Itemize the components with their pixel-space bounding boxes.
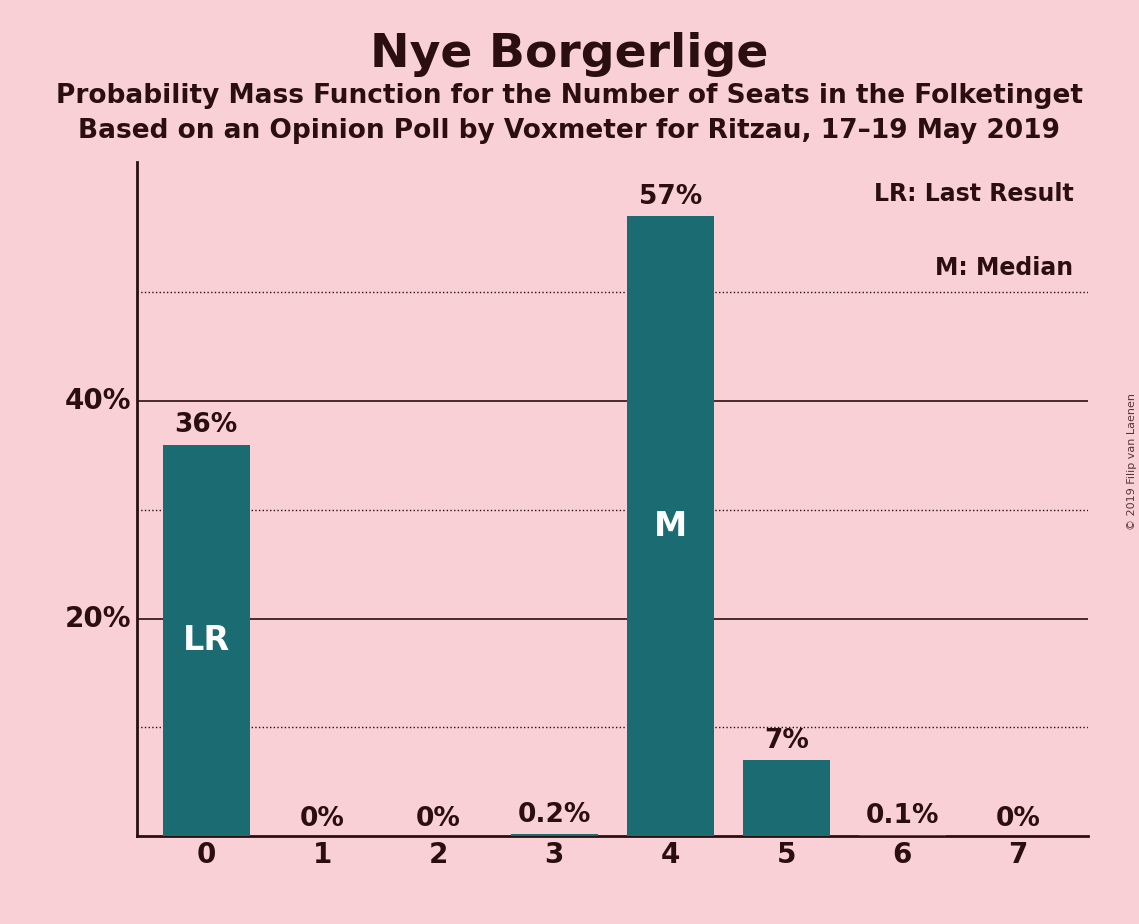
Text: 36%: 36% xyxy=(174,412,238,438)
Bar xyxy=(859,835,945,836)
Text: 0%: 0% xyxy=(300,806,345,832)
Text: Probability Mass Function for the Number of Seats in the Folketinget: Probability Mass Function for the Number… xyxy=(56,83,1083,109)
Bar xyxy=(743,760,829,836)
Text: 20%: 20% xyxy=(65,604,131,633)
Text: 0%: 0% xyxy=(416,806,460,832)
Text: M: Median: M: Median xyxy=(935,256,1073,280)
Text: 40%: 40% xyxy=(65,387,131,415)
Text: © 2019 Filip van Laenen: © 2019 Filip van Laenen xyxy=(1126,394,1137,530)
Text: 0.1%: 0.1% xyxy=(866,803,939,829)
Bar xyxy=(163,444,249,836)
Bar xyxy=(510,834,598,836)
Text: 0%: 0% xyxy=(995,806,1041,832)
Text: Nye Borgerlige: Nye Borgerlige xyxy=(370,32,769,78)
Bar xyxy=(626,216,714,836)
Text: 57%: 57% xyxy=(639,184,702,210)
Text: 0.2%: 0.2% xyxy=(517,801,591,828)
Text: M: M xyxy=(654,510,687,542)
Text: LR: LR xyxy=(182,624,230,657)
Text: Based on an Opinion Poll by Voxmeter for Ritzau, 17–19 May 2019: Based on an Opinion Poll by Voxmeter for… xyxy=(79,118,1060,144)
Text: LR: Last Result: LR: Last Result xyxy=(874,182,1073,206)
Text: 7%: 7% xyxy=(764,727,809,754)
